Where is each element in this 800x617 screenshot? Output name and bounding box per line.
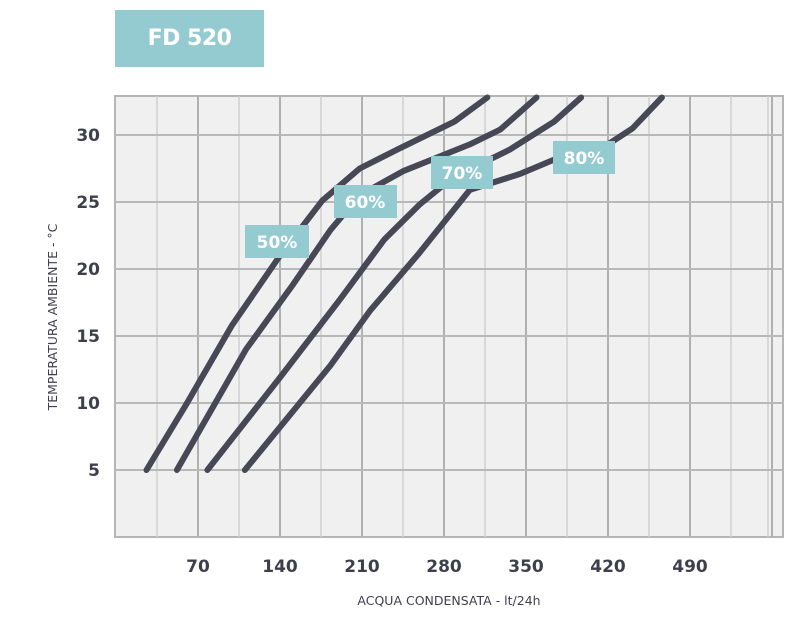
- svg-text:60%: 60%: [345, 193, 386, 213]
- label-60: 60%: [334, 185, 397, 218]
- y-tick-label: 10: [76, 394, 100, 414]
- plot-area: [114, 95, 784, 538]
- svg-text:50%: 50%: [257, 233, 298, 253]
- y-tick-label: 25: [76, 193, 100, 213]
- label-50: 50%: [245, 225, 309, 258]
- x-tick-label: 70: [186, 557, 210, 577]
- model-title: FD 520: [147, 26, 232, 51]
- x-tick-label: 140: [262, 557, 298, 577]
- svg-text:80%: 80%: [564, 149, 605, 169]
- x-tick-label: 210: [344, 557, 380, 577]
- y-tick-label: 5: [88, 461, 100, 481]
- x-axis-ticks: 70 140 210 280 350 420 490: [186, 557, 708, 577]
- y-tick-label: 20: [76, 260, 100, 280]
- x-axis-label: ACQUA CONDENSATA - lt/24h: [357, 593, 540, 608]
- x-tick-label: 350: [508, 557, 544, 577]
- model-title-badge: FD 520: [115, 10, 264, 67]
- label-80: 80%: [553, 141, 615, 174]
- x-tick-label: 490: [672, 557, 708, 577]
- x-tick-label: 280: [426, 557, 462, 577]
- curve-70: [204, 94, 585, 473]
- y-axis-label: TEMPERATURA AMBIENTE - °C: [45, 223, 60, 411]
- curve-50: [143, 94, 491, 473]
- curve-labels: 50% 60% 70% 80%: [245, 141, 615, 258]
- y-axis-ticks: 5 10 15 20 25 30: [76, 126, 100, 481]
- x-tick-label: 420: [590, 557, 626, 577]
- label-70: 70%: [431, 156, 493, 189]
- y-tick-label: 30: [76, 126, 100, 146]
- svg-text:70%: 70%: [442, 164, 483, 184]
- curve-80: [241, 94, 665, 473]
- y-tick-label: 15: [76, 327, 100, 347]
